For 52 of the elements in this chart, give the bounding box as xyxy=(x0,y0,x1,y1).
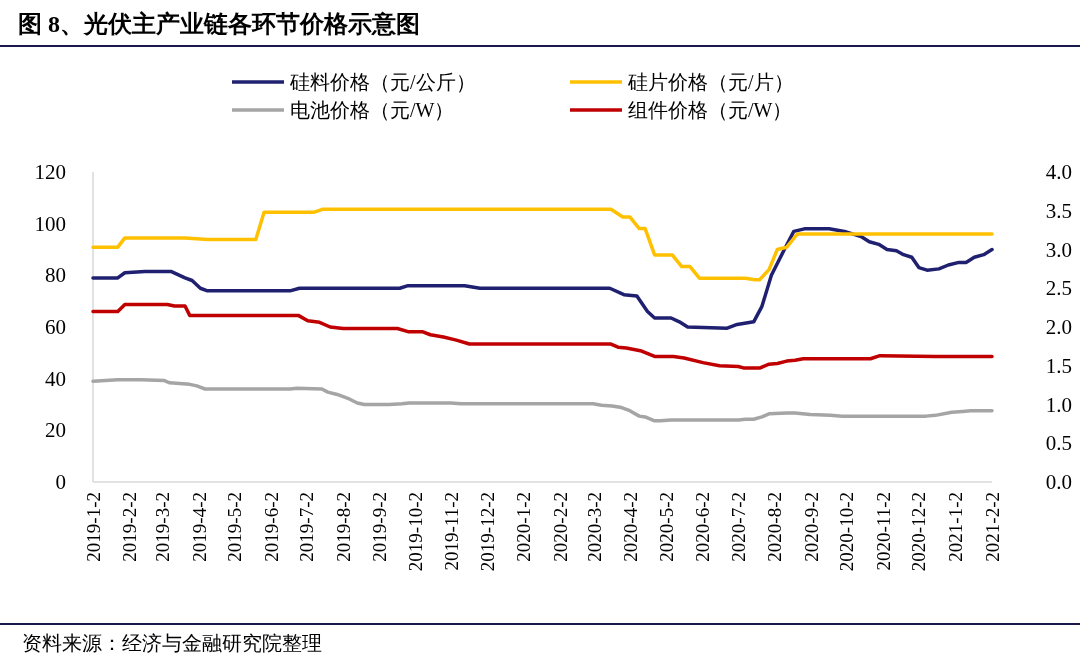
line-series xyxy=(91,207,994,282)
x-tick-label: 2020-7-2 xyxy=(727,492,749,562)
y2-tick-label: 3.0 xyxy=(1045,237,1072,262)
y2-tick-label: 0.0 xyxy=(1045,470,1072,494)
x-tick-label: 2020-12-2 xyxy=(908,492,930,572)
y-tick-label: 120 xyxy=(34,160,66,184)
x-tick-label: 2021-1-2 xyxy=(944,492,966,562)
y-tick-label: 100 xyxy=(34,211,66,236)
x-tick-label: 2020-2-2 xyxy=(549,492,571,562)
x-tick-label: 2021-2-2 xyxy=(981,492,1003,562)
text: 资料来源：经济与金融研究院整理 xyxy=(22,632,322,654)
chart-title: 图 8、光伏主产业链各环节价格示意图 xyxy=(18,10,420,37)
x-tick-label: 2020-11-2 xyxy=(872,492,894,571)
x-tick-label: 2019-6-2 xyxy=(260,492,282,562)
y-tick-label: 60 xyxy=(45,315,66,339)
x-tick-label: 2019-4-2 xyxy=(188,492,210,562)
legend-label: 硅片价格（元/片） xyxy=(627,71,794,93)
x-tick-label: 2019-10-2 xyxy=(404,492,426,572)
x-tick-label: 2019-12-2 xyxy=(476,492,498,572)
x-tick-label: 2020-9-2 xyxy=(800,492,822,562)
x-tick-label: 2019-5-2 xyxy=(224,492,246,562)
x-tick-label: 2019-2-2 xyxy=(119,492,141,562)
line-series xyxy=(91,377,994,423)
y2-tick-label: 1.0 xyxy=(1045,392,1072,417)
x-tick-label: 2019-9-2 xyxy=(369,492,391,562)
line-series xyxy=(91,302,994,370)
x-tick-label: 2020-10-2 xyxy=(836,492,858,572)
x-tick-label: 2020-4-2 xyxy=(620,492,642,562)
x-tick-label: 2019-3-2 xyxy=(152,492,174,562)
y2-tick-label: 2.5 xyxy=(1045,276,1072,301)
x-tick-label: 2020-8-2 xyxy=(764,492,786,562)
y-tick-label: 20 xyxy=(45,418,66,443)
y-tick-label: 0 xyxy=(55,470,66,494)
legend-label: 硅料价格（元/公斤） xyxy=(289,71,476,93)
line-series xyxy=(91,227,994,331)
legend-label: 电池价格（元/W） xyxy=(290,99,455,121)
x-tick-label: 2020-6-2 xyxy=(692,492,714,562)
y2-tick-label: 0.5 xyxy=(1045,431,1072,456)
x-tick-label: 2020-1-2 xyxy=(513,492,535,562)
y2-tick-label: 1.5 xyxy=(1045,353,1072,378)
y2-tick-label: 4.0 xyxy=(1045,160,1072,184)
y-tick-label: 40 xyxy=(45,366,66,391)
legend-label: 组件价格（元/W） xyxy=(628,99,793,121)
y2-tick-label: 2.0 xyxy=(1045,315,1072,339)
x-tick-label: 2019-8-2 xyxy=(332,492,354,562)
y2-tick-label: 3.5 xyxy=(1045,198,1072,223)
x-tick-label: 2020-3-2 xyxy=(583,492,605,562)
x-tick-label: 2020-5-2 xyxy=(655,492,677,562)
x-tick-label: 2019-11-2 xyxy=(441,492,463,571)
x-tick-label: 2019-1-2 xyxy=(82,492,104,562)
y-tick-label: 80 xyxy=(45,263,66,288)
x-tick-label: 2019-7-2 xyxy=(296,492,318,562)
